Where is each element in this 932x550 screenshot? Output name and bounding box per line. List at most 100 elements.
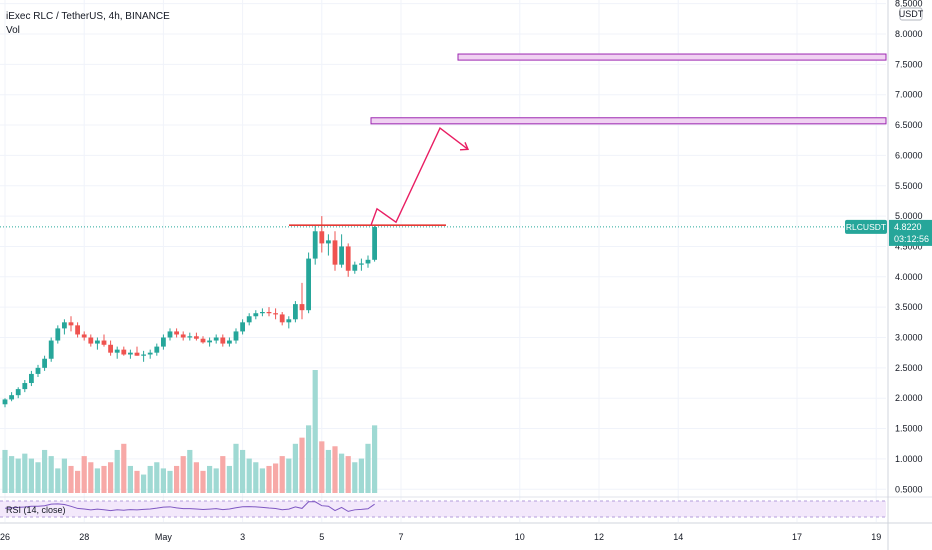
- candle-body: [194, 336, 199, 339]
- price-tick-label: 8.0000: [895, 29, 923, 39]
- time-tick-label: 12: [594, 532, 604, 542]
- candle-body: [260, 312, 265, 314]
- volume-bar: [121, 443, 127, 493]
- candle-body: [2, 399, 8, 405]
- candle-body: [279, 314, 285, 323]
- volume-bar: [358, 458, 364, 493]
- candle-body: [253, 313, 259, 317]
- volume-bar: [114, 449, 120, 493]
- volume-bar: [240, 449, 246, 493]
- volume-bar: [174, 465, 180, 493]
- volume-bar: [55, 468, 61, 493]
- candle-body: [207, 340, 212, 343]
- volume-bar: [292, 443, 298, 493]
- volume-bar: [61, 458, 67, 493]
- candle-body: [266, 312, 272, 314]
- rsi-pane: [0, 496, 932, 518]
- volume-bar: [312, 370, 318, 493]
- candle-body: [167, 331, 173, 338]
- price-tick-label: 5.0000: [895, 211, 923, 221]
- candle-body: [121, 349, 127, 355]
- symbol-label: RLCUSDT: [846, 222, 886, 232]
- candle-body: [352, 264, 358, 271]
- volume-bar: [339, 453, 345, 493]
- volume-bar: [213, 468, 219, 493]
- time-tick-label: 7: [398, 532, 403, 542]
- countdown-label: 03:12:56: [894, 234, 929, 244]
- candle-body: [48, 340, 54, 359]
- volume-bar: [226, 465, 232, 493]
- price-tick-label: 7.0000: [895, 90, 923, 100]
- price-tag: RLCUSDT 4.8220 03:12:56: [845, 219, 932, 246]
- candlesticks: [2, 216, 377, 408]
- candle-body: [312, 231, 318, 259]
- candle-body: [128, 352, 133, 355]
- candle-body: [273, 313, 278, 315]
- price-tick-label: 3.0000: [895, 333, 923, 343]
- volume-bar: [15, 458, 21, 493]
- candle-body: [108, 344, 113, 353]
- volume-bar: [154, 462, 160, 493]
- candle-body: [319, 231, 325, 244]
- arrow-head: [459, 142, 470, 151]
- volume-bar: [160, 468, 166, 493]
- candle-body: [293, 304, 298, 320]
- candle-body: [372, 227, 377, 260]
- volume-bar: [273, 463, 279, 493]
- volume-bar: [345, 456, 351, 493]
- price-tick-label: 6.0000: [895, 150, 923, 160]
- candle-body: [233, 331, 239, 341]
- time-tick-label: 5: [319, 532, 324, 542]
- candle-body: [240, 322, 245, 332]
- price-tick-label: 5.5000: [895, 181, 923, 191]
- candle-body: [75, 325, 80, 335]
- volume-bar: [108, 462, 114, 493]
- time-tick-label: 28: [79, 532, 89, 542]
- candle-body: [174, 331, 179, 335]
- volume-bar: [9, 456, 15, 493]
- volume-bar: [233, 443, 239, 493]
- volume-bar: [180, 456, 186, 493]
- price-axis[interactable]: 8.5000 8.0000 7.5000 7.0000 6.5000 6.0000 5.50…: [887, 0, 924, 550]
- time-axis[interactable]: 2628May35710121417192: [0, 522, 932, 542]
- volume-bar: [88, 462, 94, 493]
- supply-zone: [370, 117, 887, 125]
- price-tick-label: 0.5000: [895, 484, 923, 494]
- volume-bar: [101, 465, 107, 493]
- price-tick-label: 4.5000: [895, 241, 923, 251]
- candle-body: [326, 240, 331, 244]
- volume-bar: [306, 425, 312, 493]
- volume-bar: [246, 458, 252, 493]
- time-tick-label: 3: [240, 532, 245, 542]
- price-tick-label: 7.5000: [895, 59, 923, 69]
- volume-bar: [48, 456, 54, 493]
- volume-bars: [2, 370, 378, 493]
- price-box: [889, 219, 932, 246]
- time-tick-label: May: [155, 532, 173, 542]
- candle-body: [345, 246, 351, 271]
- supply-zones[interactable]: [370, 53, 887, 125]
- candle-body: [187, 336, 193, 338]
- candle-body: [62, 322, 67, 329]
- volume-bar: [81, 456, 87, 493]
- volume-bar: [259, 468, 265, 493]
- candle-body: [114, 349, 120, 353]
- candle-body: [161, 337, 166, 347]
- volume-bar: [75, 470, 81, 493]
- price-tick-label: 2.0000: [895, 393, 923, 403]
- volume-bar: [22, 453, 28, 493]
- price-tick-label: 4.0000: [895, 272, 923, 282]
- volume-bar: [134, 470, 140, 493]
- price-tick-label: 1.5000: [895, 424, 923, 434]
- rsi-band: [0, 501, 886, 517]
- candle-body: [55, 328, 61, 341]
- volume-bar: [365, 443, 371, 493]
- candle-body: [42, 358, 47, 368]
- price-tick-label: 8.5000: [895, 0, 923, 9]
- candle-body: [15, 389, 21, 396]
- volume-bar: [167, 470, 173, 493]
- time-tick-label: 17: [792, 532, 802, 542]
- trend-drawings[interactable]: [0, 127, 886, 228]
- chart-title: iExec RLC / TetherUS, 4h, BINANCE: [6, 11, 170, 22]
